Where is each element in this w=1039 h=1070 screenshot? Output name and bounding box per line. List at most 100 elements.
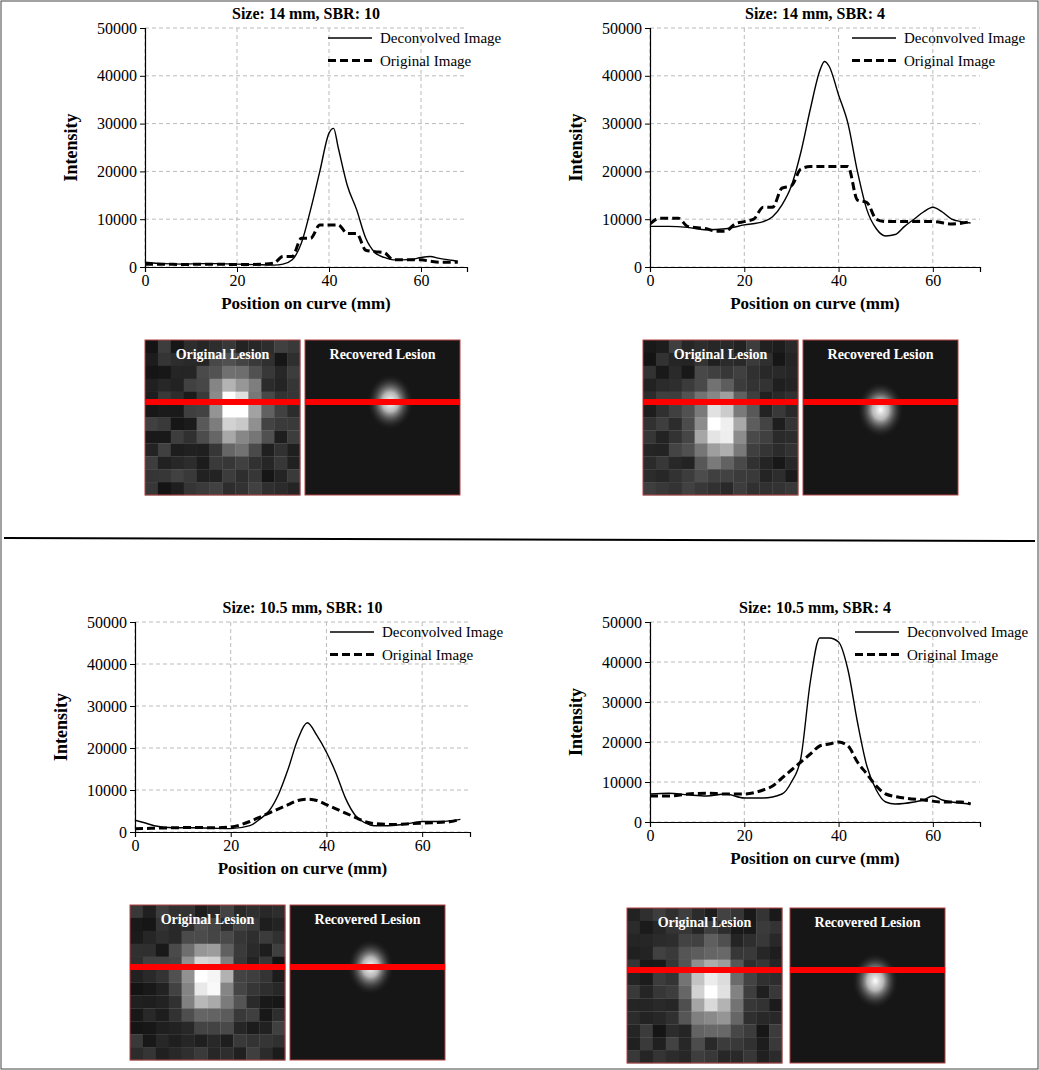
image-pixel (208, 970, 221, 983)
y-tick-mark (140, 219, 145, 220)
image-pixel (287, 418, 300, 431)
y-tick-label: 50000 (602, 614, 642, 631)
image-pixel (640, 921, 653, 934)
image-pixel (156, 931, 169, 944)
image-pixel (261, 379, 274, 392)
image-pixel (730, 947, 743, 960)
image-pixel (272, 995, 285, 1008)
image-pixel (158, 379, 171, 392)
image-border (643, 340, 798, 495)
image-pixel (261, 443, 274, 456)
y-tick-mark (645, 28, 650, 29)
image-pixel (627, 934, 640, 947)
image-pixel (695, 366, 708, 379)
x-tick-label: 60 (925, 827, 941, 844)
x-axis-title: Position on curve (mm) (730, 849, 900, 868)
image-pixel (235, 379, 248, 392)
image-pixel (653, 1011, 666, 1024)
y-tick-label: 30000 (602, 115, 642, 132)
y-axis-line (645, 623, 651, 823)
image-pixel (210, 405, 223, 418)
y-tick: 50000 (87, 614, 135, 631)
image-pixel (772, 430, 785, 443)
image-pixel (666, 986, 679, 999)
image-pixel (640, 1050, 653, 1063)
legend-label-line: Deconvolved Image (907, 624, 1029, 640)
image-pixel (785, 482, 798, 495)
image-pixel (705, 1050, 718, 1063)
x-tick-label: 20 (223, 837, 239, 854)
image-pixel (721, 456, 734, 469)
image-pixel (721, 379, 734, 392)
image-pixel (208, 944, 221, 957)
image-pixel (158, 418, 171, 431)
image-pixel (733, 430, 746, 443)
image-pixel (195, 995, 208, 1008)
image-pixel (158, 430, 171, 443)
image-pixel (130, 905, 143, 918)
profile-line (627, 967, 782, 973)
grid-line-x (744, 622, 745, 822)
image-pixel (197, 430, 210, 443)
image-pixel (169, 1047, 182, 1060)
legend: Deconvolved ImageOriginal Image (855, 624, 1029, 663)
legend-label: Deconvolved Image (380, 30, 502, 46)
image-pixel (640, 947, 653, 960)
grid-line-y (135, 664, 470, 665)
y-tick-mark (645, 267, 650, 268)
image-pixel (705, 1024, 718, 1037)
image-pixel (682, 443, 695, 456)
image-pixel (259, 1021, 272, 1034)
image-background (305, 340, 460, 495)
image-pixel (695, 405, 708, 418)
image-pixel (171, 469, 184, 482)
y-tick: 50000 (97, 20, 145, 37)
image-pixel (235, 443, 248, 456)
image-pixel (643, 456, 656, 469)
image-pixel (143, 1047, 156, 1060)
image-pixel (156, 970, 169, 983)
image-pixel (223, 469, 236, 482)
y-tick: 10000 (602, 211, 650, 228)
legend-swatch (328, 59, 372, 62)
image-pixel (743, 973, 756, 986)
image-pixel (733, 418, 746, 431)
image-pixel (721, 430, 734, 443)
image-pixel (246, 944, 259, 957)
image-pixel (669, 418, 682, 431)
separator (4, 538, 1035, 541)
x-tick: 60 (925, 267, 941, 289)
image-pixel (287, 405, 300, 418)
x-axis-line (651, 268, 981, 273)
image-pixel (210, 379, 223, 392)
image-pixel (772, 456, 785, 469)
image-pixel (143, 1021, 156, 1034)
image-pixel (235, 405, 248, 418)
image-pixel (158, 469, 171, 482)
image-pixel (692, 1050, 705, 1063)
image-pixel (223, 405, 236, 418)
image-pixel (220, 1021, 233, 1034)
image-pixel (769, 998, 782, 1011)
image-pixel (274, 340, 287, 353)
legend-label-line: Original Image (380, 53, 472, 69)
x-tick-mark (839, 267, 840, 272)
x-tick-label: 60 (415, 837, 431, 854)
image-pixel (233, 944, 246, 957)
chart: 020406001000020000300004000050000Deconvo… (61, 5, 502, 313)
x-tick-label: 0 (142, 272, 150, 289)
image-pixel (643, 469, 656, 482)
chart: 020406001000020000300004000050000Deconvo… (566, 599, 1029, 868)
legend-swatch (855, 653, 899, 656)
y-tick-label: 50000 (602, 20, 642, 37)
image-pixel (733, 405, 746, 418)
x-tick-mark (237, 267, 238, 272)
image-pixel (653, 947, 666, 960)
chart: 020406001000020000300004000050000Deconvo… (566, 5, 1026, 313)
image-pixel (669, 482, 682, 495)
image-pixel (717, 973, 730, 986)
image-pixel (233, 970, 246, 983)
image-pixel (682, 366, 695, 379)
x-tick: 40 (831, 822, 847, 844)
x-tick-mark (421, 267, 422, 272)
